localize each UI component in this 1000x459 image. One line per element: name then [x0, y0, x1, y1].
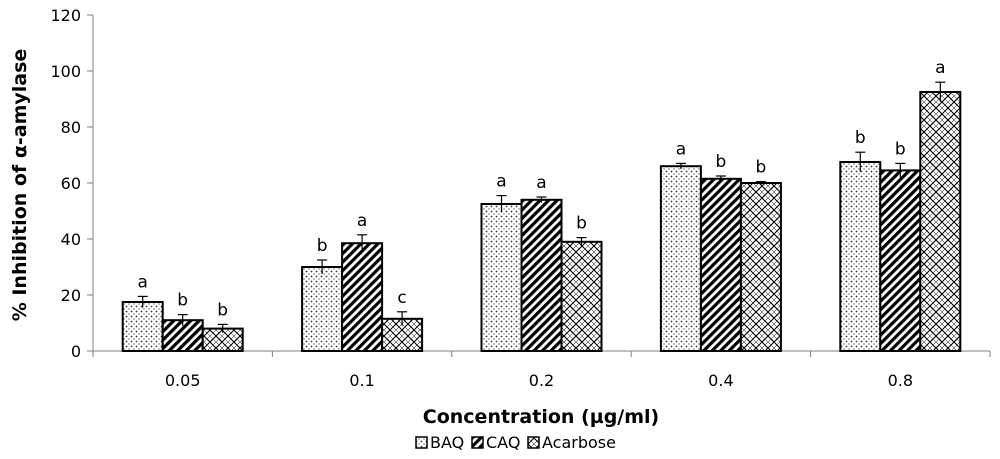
- bar-caq-0.8: [879, 169, 922, 352]
- bar-baq-0.8: [839, 161, 882, 352]
- y-tick-label: 100: [50, 62, 81, 81]
- significance-letter: b: [217, 300, 228, 320]
- bar-baq-0.2: [480, 203, 523, 352]
- significance-letter: a: [496, 172, 506, 192]
- bar-caq-0.2: [520, 198, 563, 352]
- legend-swatch-acarbose: [527, 436, 540, 449]
- x-tick-label: 0.05: [165, 371, 201, 390]
- bar-acarbose-0.4: [739, 182, 782, 352]
- legend-label-baq: BAQ: [430, 433, 464, 452]
- significance-letter: b: [177, 291, 188, 311]
- significance-letter: a: [935, 58, 945, 78]
- x-tick-label: 0.1: [349, 371, 374, 390]
- x-tick-label: 0.8: [888, 371, 913, 390]
- significance-letter: b: [716, 152, 727, 172]
- significance-letter: a: [137, 272, 147, 292]
- bar-baq-0.05: [121, 301, 164, 352]
- significance-letter: b: [855, 128, 866, 148]
- legend-swatch-caq: [471, 436, 484, 449]
- legend: BAQ CAQ Acarbose: [415, 433, 616, 452]
- x-tick-label: 0.4: [708, 371, 733, 390]
- bar-baq-0.1: [301, 266, 344, 352]
- bar-acarbose-0.8: [919, 91, 962, 352]
- legend-label-caq: CAQ: [486, 433, 520, 452]
- y-axis: 0 20 40 60 80 100 120: [50, 6, 94, 361]
- y-tick-label: 40: [61, 230, 81, 249]
- significance-letter: b: [895, 139, 906, 159]
- significance-letter: a: [357, 211, 367, 231]
- y-tick-label: 0: [71, 342, 81, 361]
- error-bars: [137, 81, 946, 333]
- bar-caq-0.1: [341, 242, 384, 352]
- legend-label-acarbose: Acarbose: [542, 433, 616, 452]
- x-axis: 0.05 0.1 0.2 0.4 0.8: [92, 350, 991, 390]
- bars: [121, 91, 962, 353]
- significance-letter: c: [397, 288, 406, 308]
- y-tick-label: 80: [61, 118, 81, 137]
- legend-swatch-baq: [415, 436, 428, 449]
- significance-letter: a: [676, 139, 686, 159]
- bar-caq-0.4: [699, 177, 742, 352]
- y-tick-label: 60: [61, 174, 81, 193]
- bar-baq-0.4: [659, 165, 702, 352]
- significance-letter: a: [536, 173, 546, 193]
- significance-letter: b: [317, 236, 328, 256]
- y-axis-title: % Inhibition of α-amylase: [9, 49, 31, 322]
- significance-letters: a b a a b b a a b b b c b b a: [137, 58, 945, 320]
- x-tick-label: 0.2: [529, 371, 554, 390]
- y-tick-label: 120: [50, 6, 81, 25]
- x-axis-title: Concentration (µg/ml): [423, 406, 659, 428]
- y-tick-label: 20: [61, 286, 81, 305]
- significance-letter: b: [756, 158, 767, 178]
- bar-acarbose-0.2: [560, 240, 603, 352]
- significance-letter: b: [576, 214, 587, 234]
